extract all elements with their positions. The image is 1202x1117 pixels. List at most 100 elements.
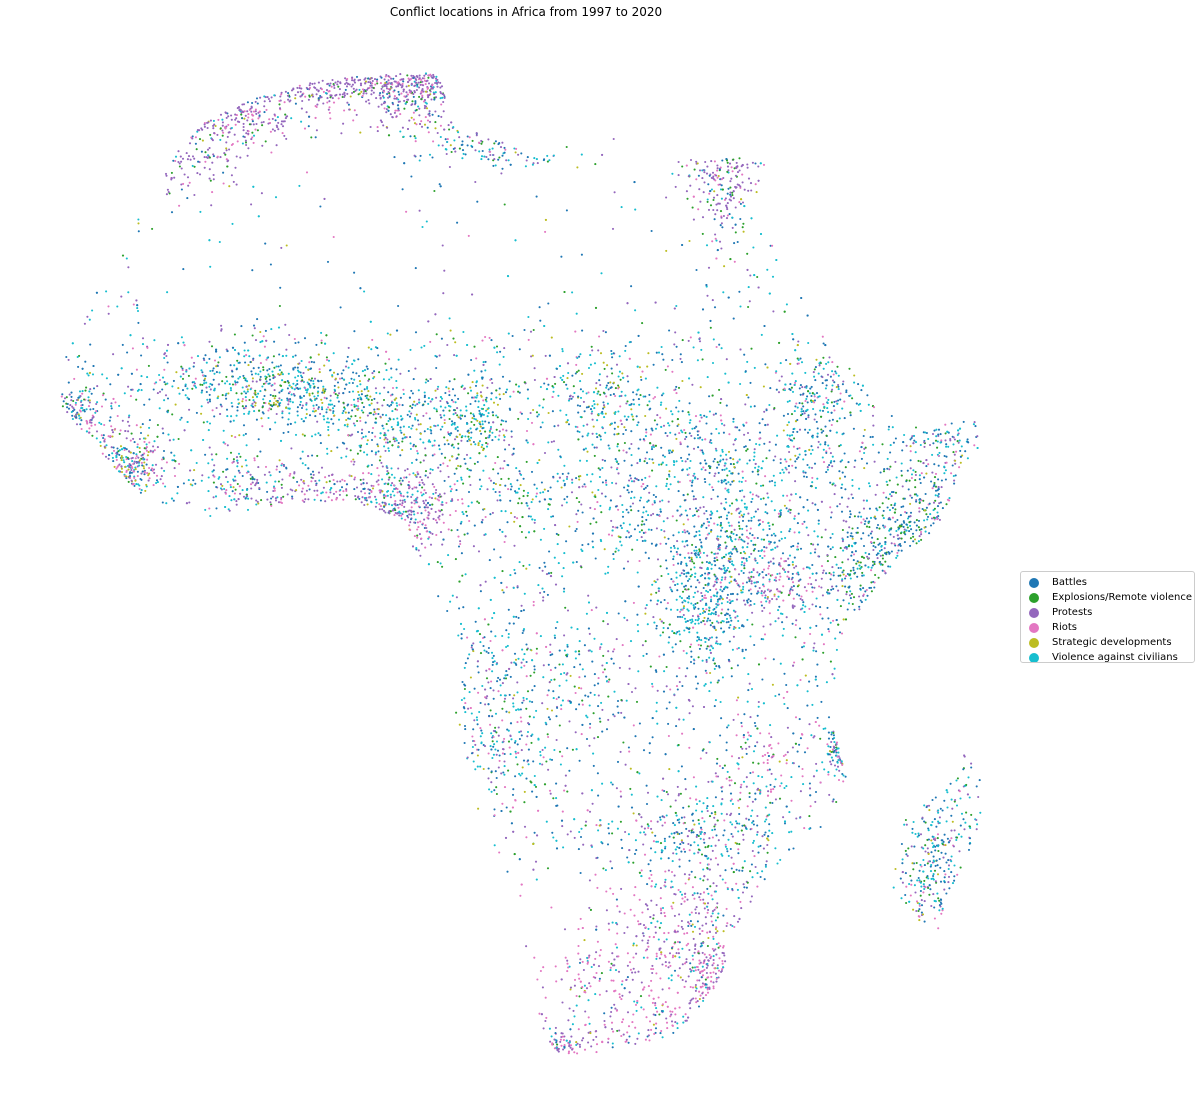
conflict-point [274, 421, 277, 424]
conflict-point [750, 189, 753, 192]
conflict-point [725, 741, 728, 744]
conflict-point [409, 348, 412, 351]
conflict-point [120, 295, 123, 298]
conflict-point [503, 203, 506, 206]
conflict-point [219, 113, 223, 116]
conflict-point [336, 394, 339, 397]
conflict-point [747, 286, 750, 289]
conflict-point [585, 612, 588, 615]
conflict-point [434, 121, 437, 124]
conflict-point [785, 785, 788, 788]
conflict-point [683, 816, 686, 819]
conflict-point [966, 793, 969, 796]
conflict-point [235, 392, 238, 395]
conflict-point [827, 737, 831, 740]
conflict-point [387, 429, 390, 432]
conflict-point [332, 410, 335, 413]
conflict-point [308, 88, 311, 91]
conflict-point [824, 441, 827, 444]
conflict-point [540, 481, 543, 484]
conflict-point [871, 435, 874, 438]
conflict-point [604, 572, 607, 575]
conflict-point [838, 502, 841, 506]
conflict-point [675, 706, 678, 709]
conflict-point [321, 79, 324, 82]
conflict-point [481, 384, 484, 387]
conflict-point [606, 843, 610, 846]
conflict-point [409, 135, 412, 138]
conflict-point [481, 443, 484, 446]
conflict-point [636, 462, 639, 465]
conflict-point [274, 196, 278, 199]
conflict-point [296, 480, 299, 483]
conflict-point [327, 406, 330, 409]
conflict-point [252, 367, 255, 370]
conflict-point [323, 364, 326, 367]
conflict-point [211, 369, 214, 372]
conflict-point [225, 149, 228, 152]
conflict-point [665, 196, 668, 199]
conflict-point [411, 406, 414, 409]
conflict-point [743, 433, 746, 436]
conflict-point [714, 213, 717, 216]
conflict-point [798, 453, 801, 456]
conflict-point [326, 83, 329, 86]
conflict-point [251, 269, 254, 272]
conflict-point [532, 600, 535, 603]
conflict-point [719, 224, 722, 227]
conflict-point [678, 718, 681, 721]
conflict-point [727, 854, 730, 857]
conflict-point [595, 928, 598, 931]
conflict-point [441, 543, 444, 546]
conflict-point [184, 394, 187, 397]
conflict-point [674, 185, 677, 188]
conflict-point [976, 446, 979, 450]
conflict-point [409, 447, 412, 451]
conflict-point [344, 411, 347, 414]
conflict-point [131, 388, 134, 391]
conflict-point [289, 99, 292, 102]
conflict-point [594, 163, 597, 166]
conflict-point [407, 77, 410, 80]
conflict-point [660, 951, 663, 954]
conflict-point [771, 683, 774, 686]
conflict-point [786, 690, 789, 693]
conflict-point [522, 629, 525, 632]
conflict-point [517, 385, 520, 388]
conflict-point [852, 427, 855, 430]
conflict-point [581, 549, 584, 553]
conflict-point [327, 425, 330, 429]
conflict-point [358, 393, 361, 397]
conflict-point [343, 387, 346, 390]
conflict-point [320, 341, 323, 344]
conflict-point [619, 790, 622, 793]
conflict-point [579, 980, 582, 983]
conflict-point [432, 140, 435, 143]
conflict-point [650, 899, 653, 902]
conflict-point [650, 542, 653, 545]
conflict-point [416, 419, 420, 422]
conflict-point [762, 385, 765, 388]
conflict-point [786, 751, 789, 754]
conflict-point [307, 368, 310, 371]
conflict-point [794, 636, 797, 639]
conflict-point [621, 510, 625, 514]
conflict-point [251, 101, 254, 105]
conflict-point [816, 508, 819, 511]
conflict-point [793, 661, 796, 664]
conflict-point [439, 135, 442, 139]
conflict-point [341, 377, 344, 380]
conflict-point [201, 383, 204, 386]
conflict-point [225, 141, 228, 144]
conflict-point [212, 178, 215, 181]
conflict-point [166, 397, 170, 400]
conflict-point [727, 658, 730, 661]
conflict-point [908, 900, 911, 903]
conflict-point [182, 341, 185, 344]
conflict-point [245, 399, 248, 402]
conflict-point [193, 165, 196, 168]
conflict-point [315, 397, 318, 400]
conflict-point [594, 494, 597, 497]
conflict-point [320, 339, 323, 342]
conflict-point [849, 411, 852, 414]
